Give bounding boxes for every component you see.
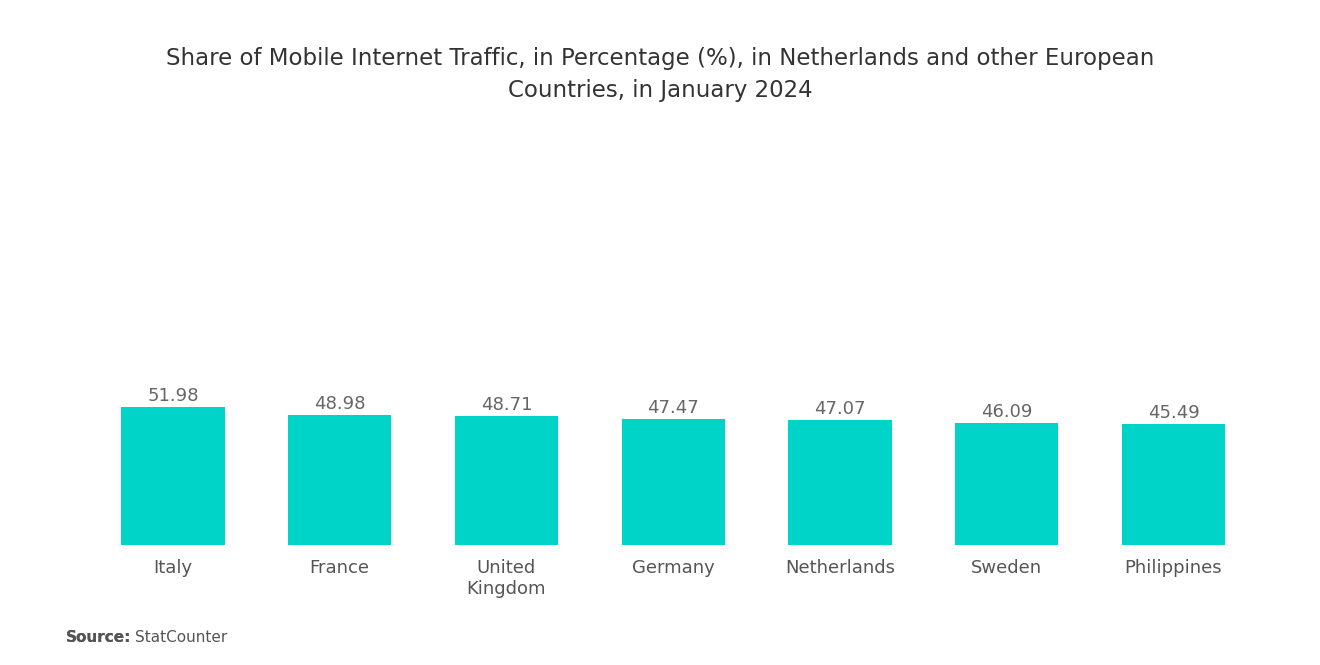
Text: 48.71: 48.71 [480,396,532,414]
Text: 47.07: 47.07 [814,400,866,418]
Bar [288,415,391,545]
Text: 45.49: 45.49 [1147,404,1200,422]
Text: StatCounter: StatCounter [135,630,227,645]
Text: Source:: Source: [66,630,132,645]
Bar [121,407,224,545]
Text: 51.98: 51.98 [147,387,198,405]
Text: 47.47: 47.47 [647,399,700,417]
Bar [1122,424,1225,545]
Bar [454,416,558,545]
Text: 48.98: 48.98 [314,395,366,413]
Text: 46.09: 46.09 [981,402,1032,420]
Bar [956,423,1059,545]
Bar [622,419,725,545]
Text: Share of Mobile Internet Traffic, in Percentage (%), in Netherlands and other Eu: Share of Mobile Internet Traffic, in Per… [166,47,1154,102]
Bar [788,420,892,545]
Text: Source:: Source: [66,630,132,645]
Text: Source:  StatCounter: Source: StatCounter [66,630,226,645]
